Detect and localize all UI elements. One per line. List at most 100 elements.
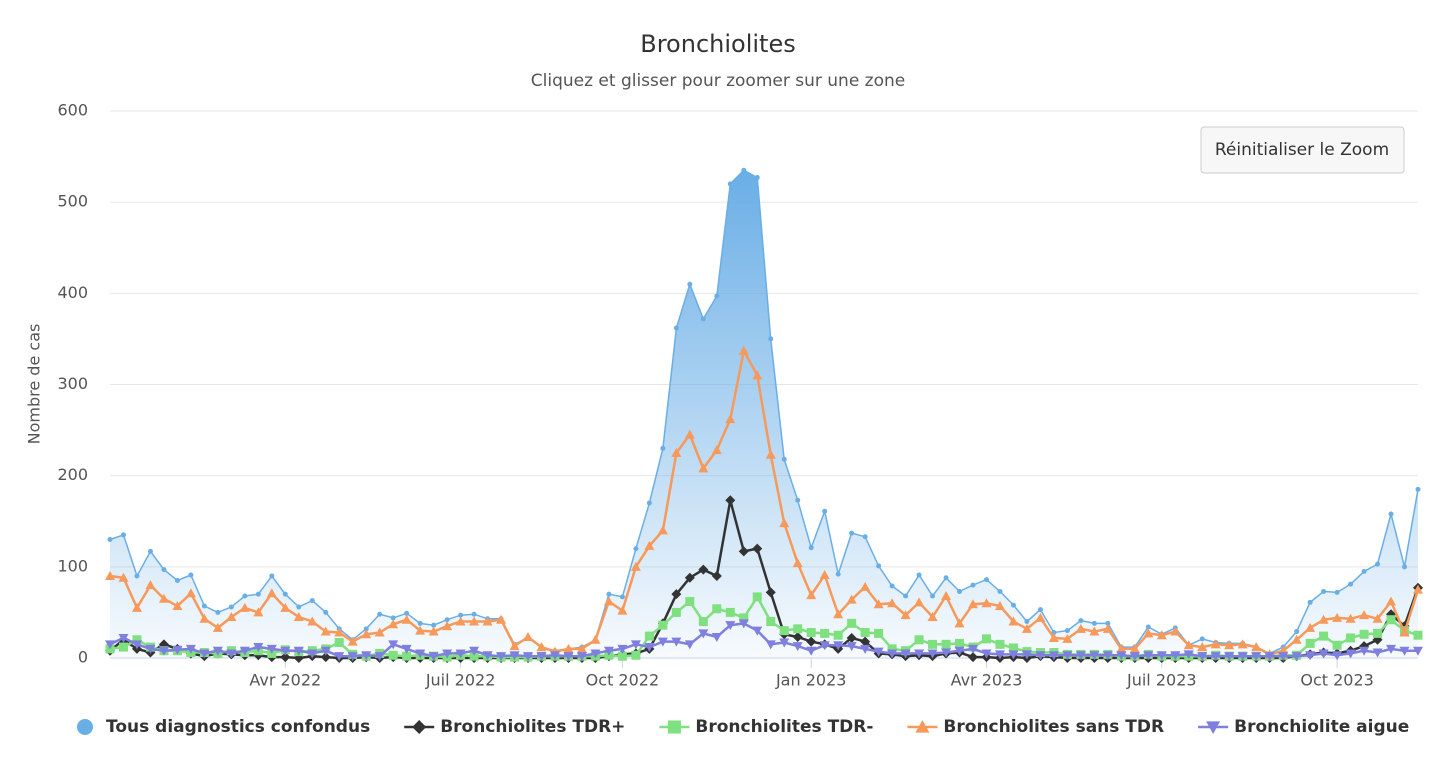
marker [887,649,898,659]
x-tick-label: Jan 2023 [775,671,846,690]
marker [172,645,183,655]
marker [401,614,412,624]
marker [738,546,749,557]
marker [388,619,399,629]
marker [779,638,790,648]
marker [711,570,722,581]
y-tick-label: 600 [57,101,88,120]
marker [377,611,383,617]
marker [833,641,844,651]
marker [738,345,749,355]
marker [1413,630,1423,640]
marker [900,649,911,659]
marker [239,602,250,612]
marker [1305,638,1315,648]
marker [1116,651,1127,661]
reset-zoom-button[interactable]: Réinitialiser le Zoom [1200,126,1405,174]
marker [930,593,936,599]
marker [1372,648,1383,658]
marker [1386,644,1397,654]
marker [1413,584,1423,594]
marker [1064,628,1070,634]
x-tick-label: Avr 2023 [951,671,1023,690]
marker [1334,589,1340,595]
marker [617,651,627,661]
marker [727,181,733,187]
marker [1224,640,1235,650]
marker [725,495,736,506]
marker [1305,622,1316,632]
marker [1413,646,1423,656]
marker [1224,652,1235,662]
marker [725,621,736,631]
marker [874,628,884,638]
chart-title: Bronchiolites [640,30,795,58]
marker [981,649,992,659]
marker [131,640,142,650]
marker [1197,642,1208,652]
marker [1348,581,1354,587]
marker [889,583,895,589]
marker [444,617,450,623]
marker [1332,612,1343,622]
marker [431,622,437,628]
x-tick-label: Oct 2022 [586,671,659,690]
marker [361,651,372,661]
y-tick-label: 0 [78,648,88,667]
marker [1048,651,1059,661]
marker [320,646,331,656]
marker [482,616,493,626]
marker [77,719,93,735]
marker [768,336,774,342]
marker [1386,596,1397,606]
marker [1305,651,1316,661]
marker [849,530,855,536]
marker [253,643,264,653]
marker [873,599,884,609]
marker [846,594,857,604]
marker [752,370,763,380]
marker [1321,588,1327,594]
marker [657,525,668,535]
marker [1359,610,1370,620]
marker [469,651,479,661]
marker [1361,568,1367,574]
marker [266,644,277,654]
marker [415,625,426,635]
marker [1010,602,1016,608]
marker [795,497,801,503]
marker [792,558,803,568]
marker [916,572,922,578]
marker [1399,627,1410,637]
marker [646,500,652,506]
marker [105,640,115,650]
marker [1237,652,1248,662]
marker [1183,650,1194,660]
marker [779,626,789,636]
marker [1035,612,1046,622]
button-box[interactable] [1200,126,1405,174]
marker [1062,633,1073,643]
marker [536,642,547,652]
marker [887,644,897,654]
marker [1170,626,1181,636]
marker [402,651,412,661]
marker [118,642,128,652]
marker [752,543,763,554]
marker [201,603,207,609]
marker [1251,642,1262,652]
marker [471,611,477,617]
marker [822,508,828,514]
marker [1294,629,1300,635]
marker [1359,629,1369,639]
marker [671,447,682,457]
marker [1051,629,1057,635]
marker [1372,613,1383,623]
x-tick-label: Juil 2023 [1126,671,1197,690]
x-tick-label: Avr 2022 [249,671,321,690]
marker [226,611,237,621]
marker [752,626,763,636]
marker [134,573,140,579]
button-label[interactable]: Réinitialiser le Zoom [1215,140,1389,160]
marker [158,646,169,656]
